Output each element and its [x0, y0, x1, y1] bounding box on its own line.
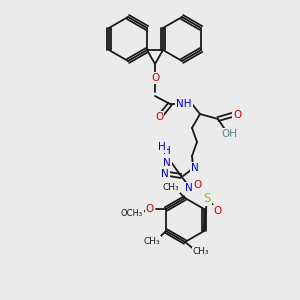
Text: N: N — [161, 169, 169, 179]
Text: NH: NH — [185, 183, 201, 193]
Text: S: S — [203, 191, 211, 205]
Text: CH₃: CH₃ — [163, 184, 179, 193]
Text: N: N — [191, 163, 199, 173]
Text: O: O — [193, 180, 201, 190]
Text: O: O — [146, 204, 154, 214]
Text: H
N: H N — [163, 146, 171, 168]
Text: OCH₃: OCH₃ — [121, 209, 143, 218]
Text: H: H — [158, 142, 166, 152]
Text: O: O — [155, 112, 163, 122]
Text: CH₃: CH₃ — [144, 236, 160, 245]
Text: CH₃: CH₃ — [193, 248, 209, 256]
Text: OH: OH — [221, 129, 237, 139]
Text: O: O — [151, 73, 159, 83]
Text: O: O — [233, 110, 241, 120]
Text: NH: NH — [176, 99, 192, 109]
Text: O: O — [213, 206, 221, 216]
